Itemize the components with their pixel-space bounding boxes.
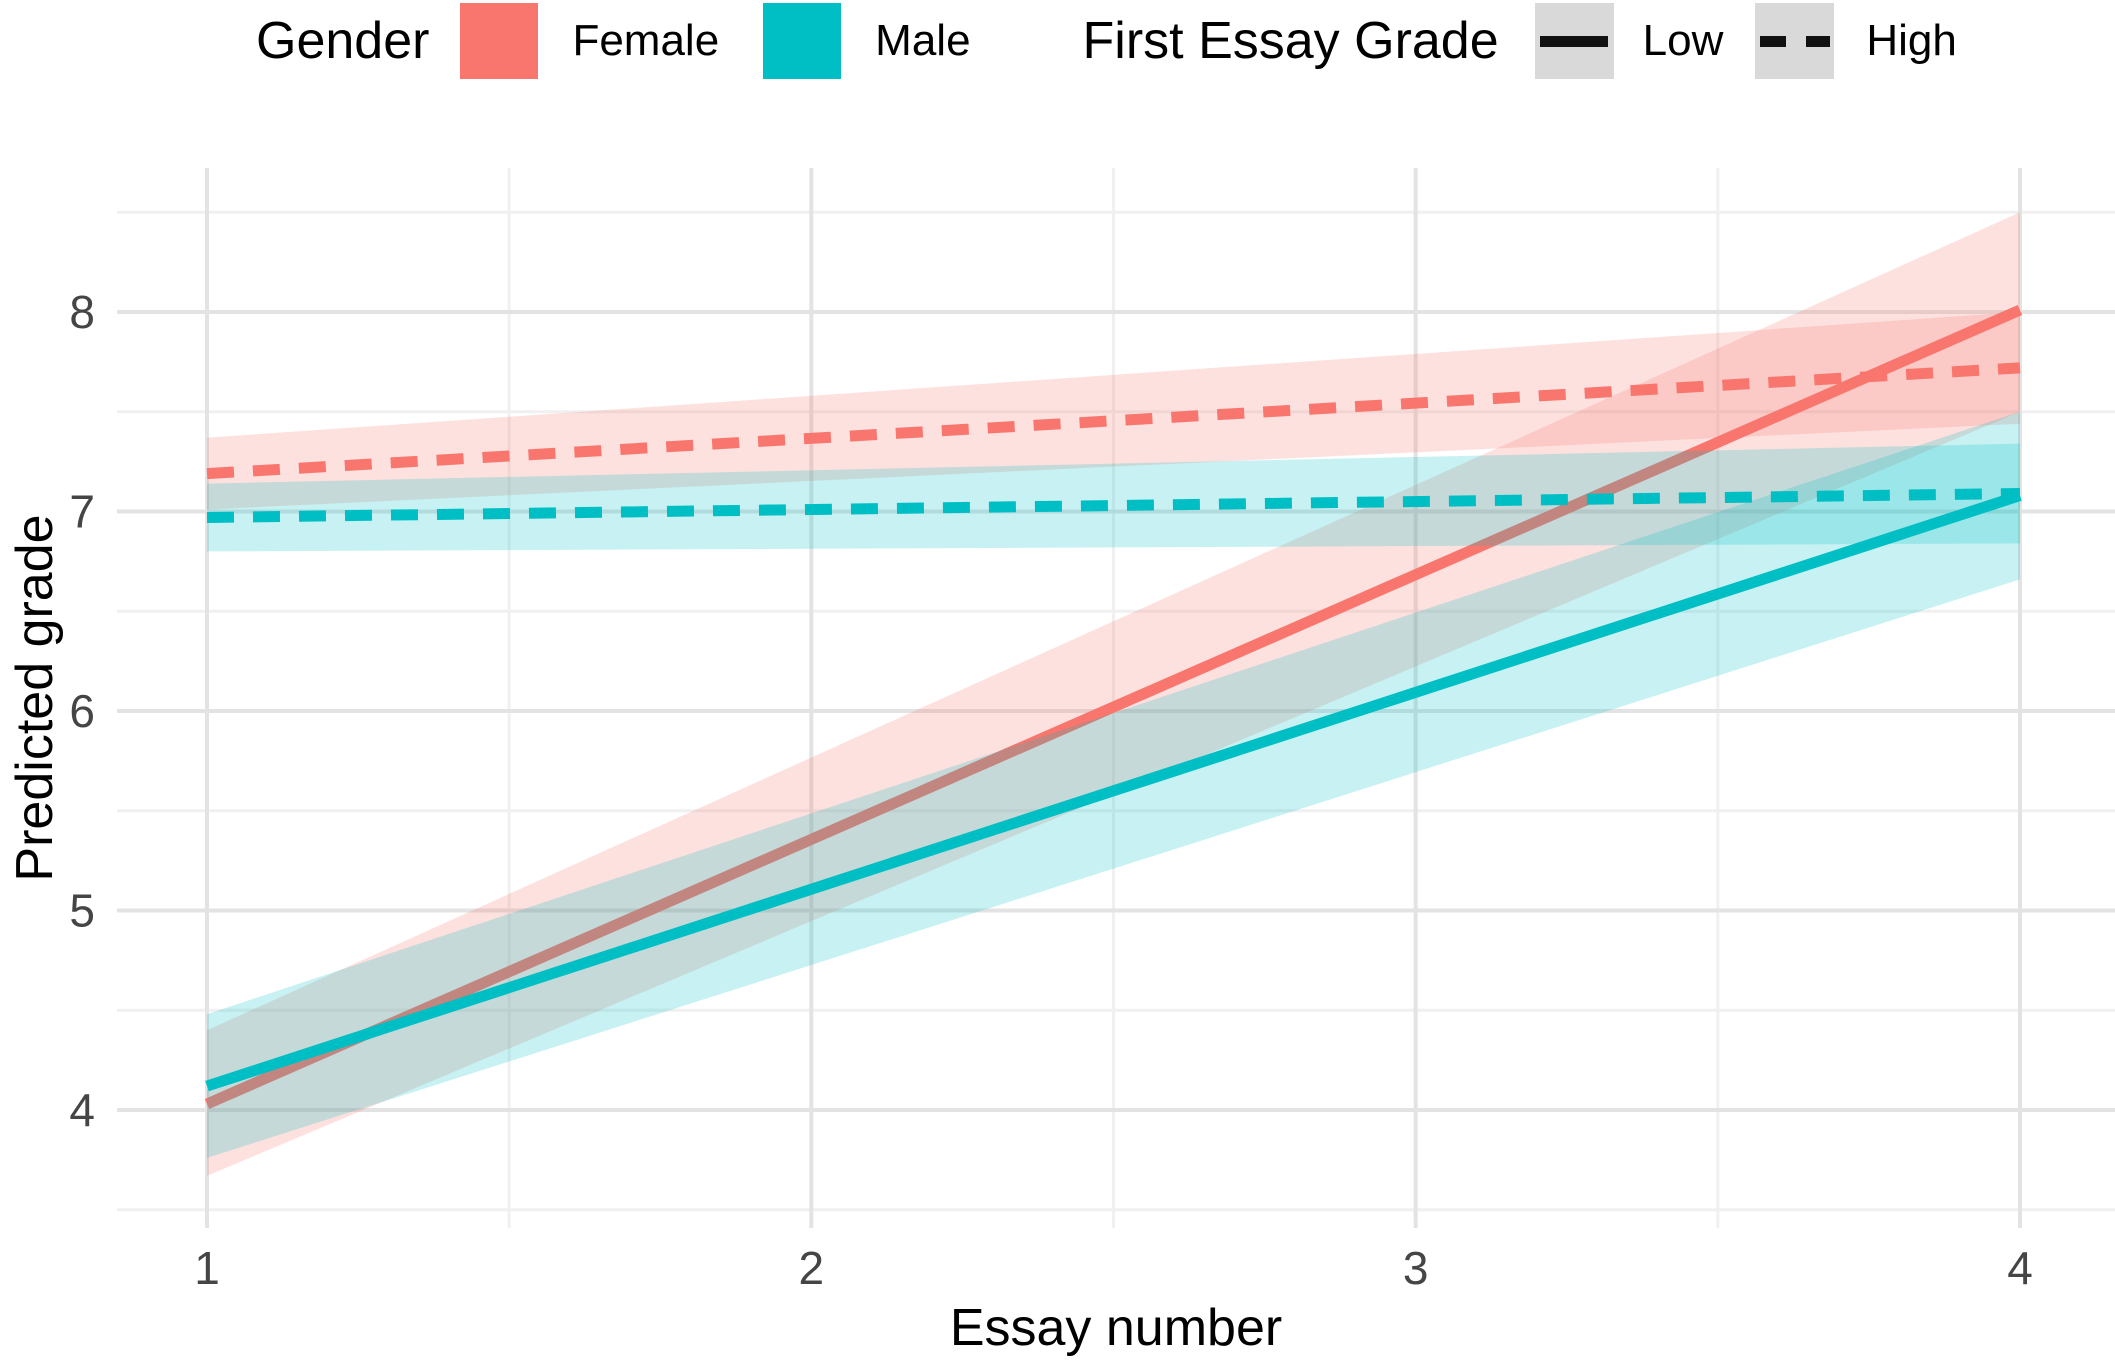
y-tick-label: 6 bbox=[69, 685, 95, 737]
trend-line-female-low bbox=[204, 304, 2023, 1110]
ci-ribbon-male-low bbox=[207, 411, 2020, 1158]
x-tick-label: 1 bbox=[194, 1242, 220, 1294]
x-tick-label: 3 bbox=[1403, 1242, 1429, 1294]
ci-ribbon-female-high bbox=[207, 312, 2020, 510]
legend-linetype-title: First Essay Grade bbox=[1082, 12, 1499, 70]
legend: Gender Female Male First Essay Grade Low… bbox=[256, 0, 1957, 82]
y-axis-title: Predicted grade bbox=[6, 514, 64, 881]
trend-line-male-high bbox=[206, 488, 2021, 523]
legend-label-female: Female bbox=[572, 16, 720, 65]
plot-area bbox=[204, 212, 2023, 1176]
x-tick-label: 4 bbox=[2007, 1242, 2033, 1294]
trend-line-male-low bbox=[205, 490, 2022, 1092]
legend-gender-title: Gender bbox=[256, 12, 430, 70]
ci-ribbon-male-high bbox=[207, 443, 2020, 552]
solid-line-glyph bbox=[1540, 35, 1609, 47]
y-tick-label: 5 bbox=[69, 885, 95, 937]
legend-label-male: Male bbox=[875, 16, 971, 65]
legend-label-low: Low bbox=[1642, 16, 1724, 65]
y-tick-label: 7 bbox=[69, 486, 95, 538]
legend-key-dashed-line-icon bbox=[1755, 3, 1835, 79]
x-axis-title: Essay number bbox=[950, 1299, 1282, 1357]
trend-line-female-high bbox=[206, 362, 2021, 480]
legend-key-solid-line-icon bbox=[1534, 3, 1614, 79]
legend-label-high: High bbox=[1866, 16, 1957, 65]
legend-swatch-male-icon bbox=[763, 3, 842, 79]
y-tick-label: 4 bbox=[69, 1084, 95, 1136]
x-tick-label: 2 bbox=[799, 1242, 825, 1294]
dashed-line-glyph bbox=[1759, 35, 1830, 47]
axis-tick-labels: 4 5 6 7 8 1 2 3 4 bbox=[69, 286, 2032, 1294]
legend-swatch-female-icon bbox=[460, 3, 539, 79]
y-tick-label: 8 bbox=[69, 286, 95, 338]
